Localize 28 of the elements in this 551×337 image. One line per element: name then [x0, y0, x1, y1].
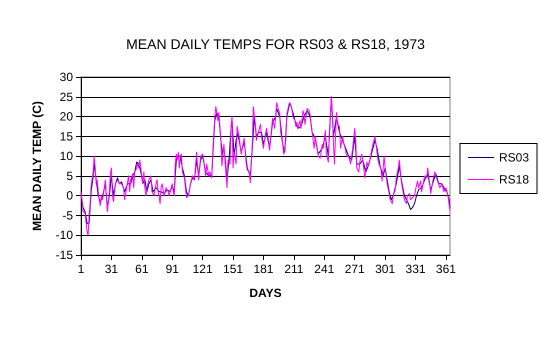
- y-tick-label: -5: [62, 208, 74, 222]
- y-tick-label: 25: [60, 90, 74, 104]
- x-tick-label: 31: [104, 262, 118, 276]
- y-tick-label: 20: [60, 110, 74, 124]
- x-tick-label: 181: [253, 262, 274, 276]
- legend-label: RS18: [498, 172, 530, 186]
- x-tick-label: 91: [166, 262, 180, 276]
- y-tick-label: 15: [60, 129, 74, 144]
- x-tick-label: 61: [135, 262, 149, 276]
- x-axis-title: DAYS: [249, 286, 282, 300]
- x-tick-label: 301: [375, 262, 396, 276]
- y-tick-label: 10: [60, 149, 74, 164]
- y-axis-title: MEAN DAILY TEMP (C): [30, 101, 44, 231]
- legend-label: RS03: [498, 150, 530, 164]
- x-tick-label: 151: [223, 262, 244, 276]
- y-tick-label: -15: [56, 248, 74, 262]
- x-tick-label: 331: [406, 262, 426, 276]
- x-tick-label: 1: [78, 262, 85, 276]
- chart-title: MEAN DAILY TEMPS FOR RS03 & RS18, 1973: [126, 36, 426, 52]
- y-tick-label: 5: [66, 168, 74, 183]
- x-tick-label: 211: [284, 262, 304, 276]
- y-tick-label: -10: [56, 228, 74, 242]
- x-tick-label: 271: [344, 262, 366, 276]
- x-tick-label: 241: [314, 262, 335, 276]
- y-tick-label: 30: [60, 70, 74, 84]
- x-tick-label: 361: [436, 262, 456, 276]
- y-tick-label: 0: [66, 188, 74, 203]
- x-tick-label: 121: [192, 262, 213, 276]
